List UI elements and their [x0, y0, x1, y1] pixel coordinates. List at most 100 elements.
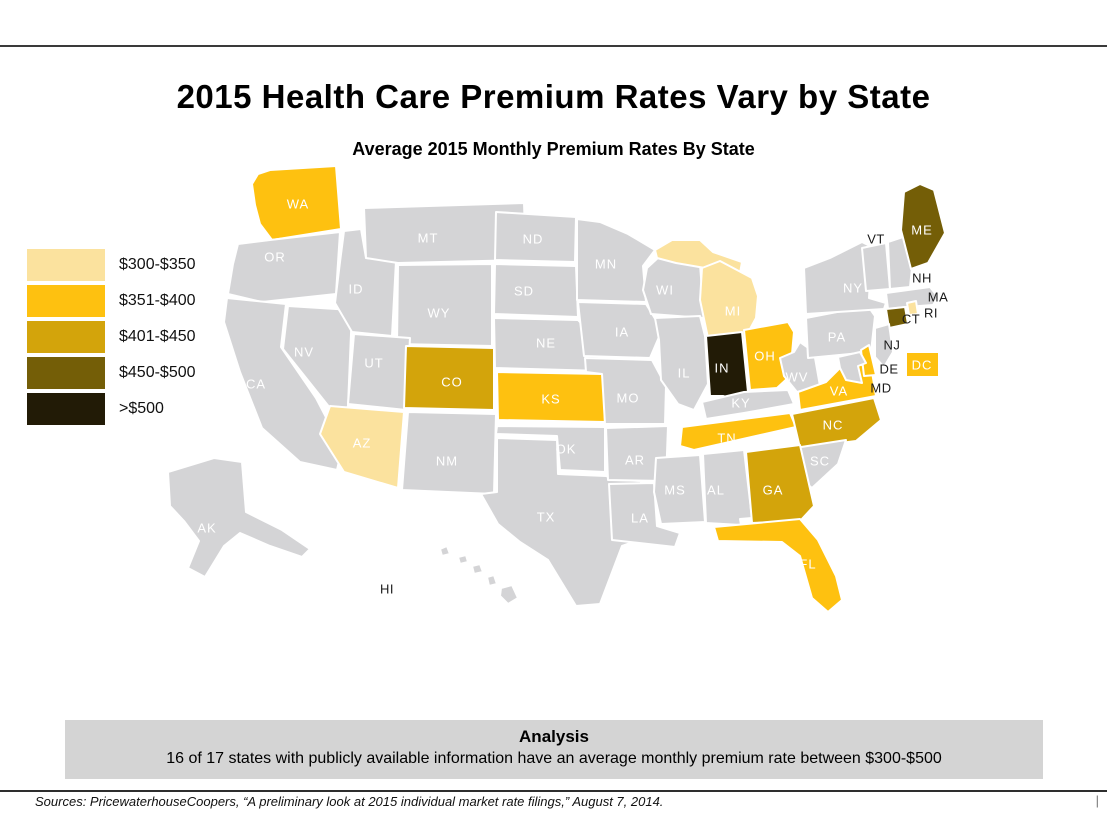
legend-swatch-450-500 — [27, 357, 105, 389]
legend-item: $300-$350 — [27, 249, 196, 281]
state-ia — [577, 301, 663, 359]
map-subtitle: Average 2015 Monthly Premium Rates By St… — [352, 139, 755, 159]
state-hi — [439, 545, 451, 557]
state-label-or: OR — [264, 250, 286, 265]
state-wa — [251, 165, 342, 241]
legend-label: $300-$350 — [119, 256, 196, 273]
state-ct — [885, 306, 909, 329]
state-tn — [679, 412, 797, 451]
legend-label: $401-$450 — [119, 328, 196, 345]
legend-swatch-300-350 — [27, 249, 105, 281]
state-mn — [576, 218, 656, 303]
state-label-fl: FL — [799, 557, 816, 572]
state-label-az: AZ — [353, 436, 372, 451]
state-label-wv: WV — [786, 370, 809, 385]
page-title: 2015 Health Care Premium Rates Vary by S… — [176, 78, 931, 115]
state-label-ks: KS — [541, 392, 560, 407]
analysis-box: Analysis 16 of 17 states with publicly a… — [65, 720, 1043, 779]
state-label-ct: CT — [902, 312, 920, 327]
state-label-ny: NY — [843, 281, 863, 296]
state-label-co: CO — [441, 375, 463, 390]
state-label-ri: RI — [924, 306, 938, 321]
state-label-wi: WI — [656, 283, 674, 298]
state-il — [654, 315, 709, 411]
state-label-mo: MO — [617, 391, 640, 406]
state-hi — [499, 584, 519, 605]
state-tx — [480, 437, 642, 607]
legend-swatch-over-500 — [27, 393, 105, 425]
state-label-ky: KY — [731, 396, 750, 411]
state-al — [702, 449, 753, 526]
state-label-la: LA — [631, 511, 649, 526]
state-label-me: ME — [911, 223, 933, 238]
legend-item: >$500 — [27, 393, 196, 425]
state-label-nj: NJ — [884, 338, 901, 353]
analysis-text: 16 of 17 states with publicly available … — [166, 750, 942, 767]
state-label-mi: MI — [725, 304, 741, 319]
state-label-ut: UT — [364, 356, 383, 371]
state-label-ok: OK — [556, 442, 577, 457]
state-ok — [495, 425, 606, 473]
state-label-nh: NH — [912, 271, 932, 286]
state-label-mt: MT — [418, 231, 439, 246]
state-label-md: MD — [870, 381, 891, 396]
legend-item: $351-$400 — [27, 285, 196, 317]
state-label-ga: GA — [763, 483, 784, 498]
analysis-heading: Analysis — [519, 727, 589, 746]
state-az — [319, 405, 405, 489]
state-ca — [223, 297, 343, 471]
state-label-nm: NM — [436, 454, 458, 469]
state-nj — [874, 323, 894, 368]
state-vt — [861, 242, 891, 292]
legend: $300-$350 $351-$400 $401-$450 $450-$500 … — [27, 249, 196, 429]
state-me — [900, 183, 946, 270]
state-label-oh: OH — [754, 349, 776, 364]
state-md — [837, 351, 867, 384]
state-label-ca: CA — [246, 377, 266, 392]
state-co — [403, 345, 495, 411]
state-ut — [347, 333, 411, 411]
state-label-wy: WY — [428, 306, 451, 321]
state-label-dc: DC — [912, 358, 933, 373]
state-label-ak: AK — [197, 521, 216, 536]
state-hi — [486, 574, 498, 587]
top-divider — [0, 45, 1107, 47]
state-ri — [906, 300, 919, 316]
state-hi — [471, 563, 484, 575]
state-label-nd: ND — [523, 232, 544, 247]
legend-swatch-351-400 — [27, 285, 105, 317]
state-label-il: IL — [678, 366, 691, 381]
state-label-id: ID — [349, 282, 364, 297]
state-label-ar: AR — [625, 453, 645, 468]
state-label-ma: MA — [928, 290, 949, 305]
state-ga — [745, 444, 815, 524]
state-ak — [167, 457, 311, 578]
state-label-al: AL — [707, 483, 725, 498]
state-label-ne: NE — [536, 336, 556, 351]
state-label-nc: NC — [823, 418, 844, 433]
state-nd — [494, 211, 577, 263]
legend-label: $351-$400 — [119, 292, 196, 309]
state-de — [860, 344, 877, 377]
state-label-ms: MS — [664, 483, 686, 498]
state-wy — [396, 263, 493, 347]
state-label-nv: NV — [294, 345, 314, 360]
state-label-tx: TX — [537, 510, 556, 525]
page-number-marker: | — [1095, 793, 1099, 808]
state-fl — [713, 518, 843, 613]
legend-item: $401-$450 — [27, 321, 196, 353]
state-label-sd: SD — [514, 284, 534, 299]
footer-divider — [0, 790, 1107, 792]
state-nc — [791, 397, 882, 449]
state-or — [227, 231, 341, 303]
state-label-va: VA — [830, 384, 848, 399]
state-label-wa: WA — [287, 197, 309, 212]
state-label-mn: MN — [595, 257, 617, 272]
state-sd — [493, 263, 579, 318]
state-label-ia: IA — [615, 325, 629, 340]
state-dc-callout — [905, 351, 940, 378]
state-ms — [653, 454, 706, 525]
state-ky — [701, 389, 795, 420]
